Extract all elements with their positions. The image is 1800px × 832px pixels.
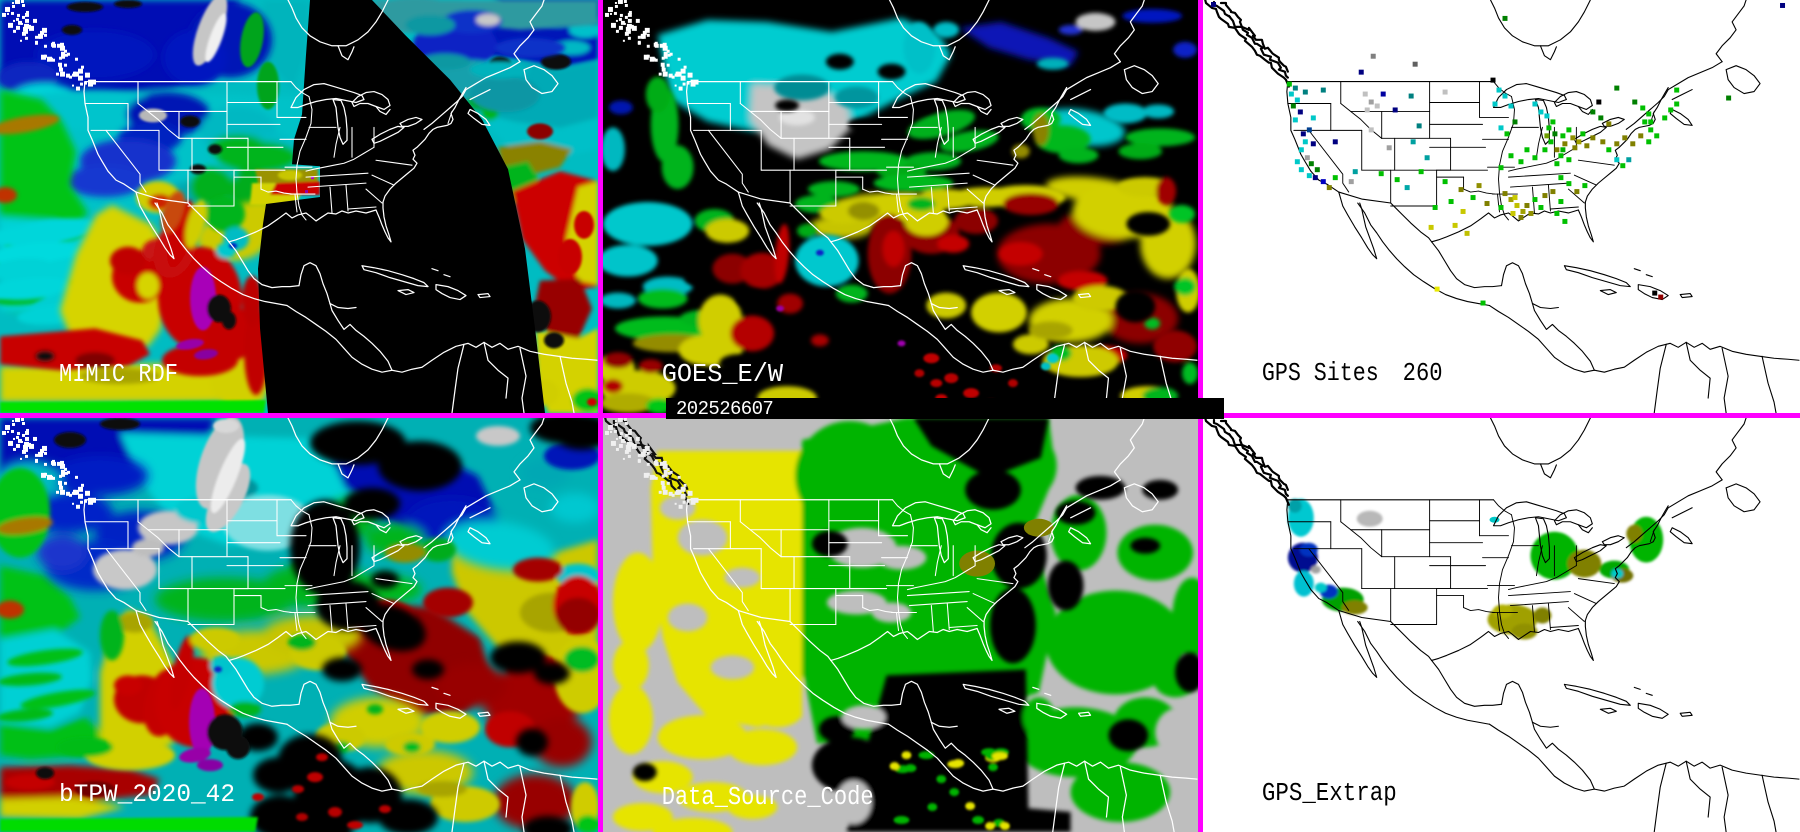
svg-text:GPS Sites: GPS Sites xyxy=(1262,358,1379,388)
svg-text:GPS_Extrap: GPS_Extrap xyxy=(1262,778,1397,808)
svg-text:260: 260 xyxy=(1403,358,1443,388)
svg-text:MIMIC RDF: MIMIC RDF xyxy=(59,359,178,389)
svg-text:Data_Source_Code: Data_Source_Code xyxy=(662,782,874,812)
svg-text:GOES_E/W: GOES_E/W xyxy=(662,359,784,389)
svg-text:bTPW_2020_42: bTPW_2020_42 xyxy=(59,781,235,809)
